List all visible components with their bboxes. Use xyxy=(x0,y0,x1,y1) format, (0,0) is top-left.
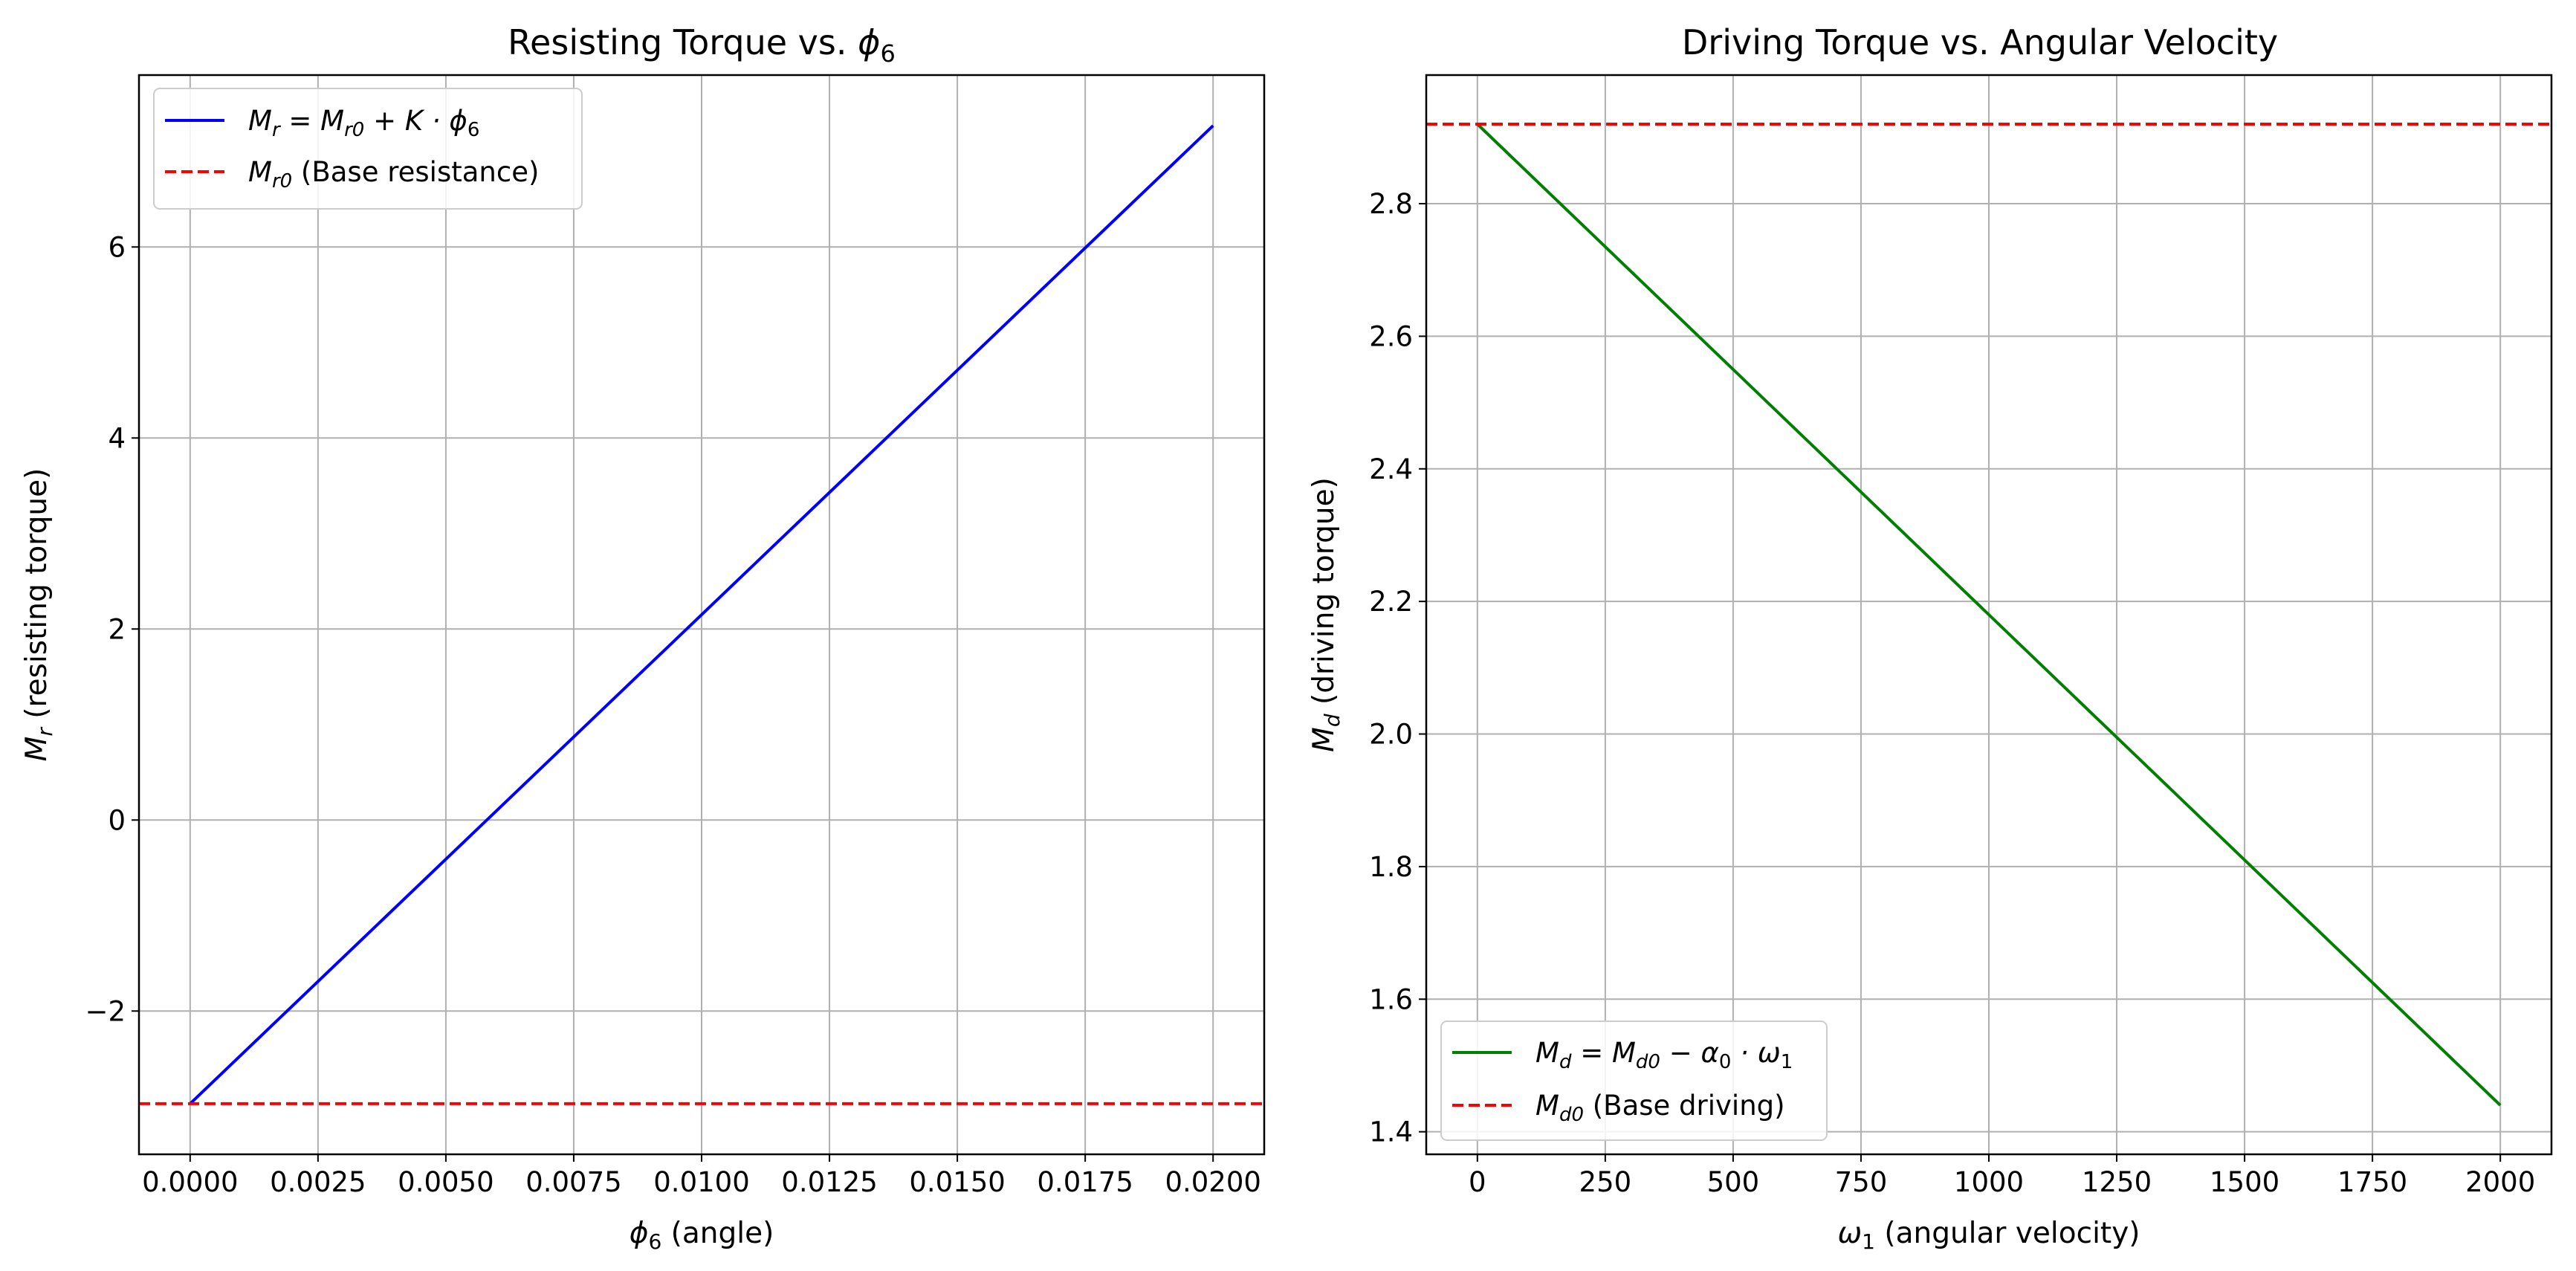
x-tick-label: 250 xyxy=(1579,1166,1632,1198)
y-tick-label: 1.4 xyxy=(1369,1116,1413,1148)
y-tick-label: 2.4 xyxy=(1369,453,1413,485)
plot-frame xyxy=(137,74,1266,1156)
x-tick-label: 500 xyxy=(1707,1166,1760,1198)
y-tick-label: 1.6 xyxy=(1369,983,1413,1015)
y-tick-label: 2.6 xyxy=(1369,320,1413,352)
legend-label-model: Mr = Mr0 + K · ϕ6 xyxy=(248,105,479,141)
model-series-line xyxy=(189,124,1214,1105)
data-lines xyxy=(139,124,1264,1105)
y-tick-label: 2 xyxy=(108,613,126,645)
y-tick-label: 4 xyxy=(108,422,126,454)
x-tick-label: 0.0100 xyxy=(653,1166,749,1198)
legend-label-base: Mr0 (Base resistance) xyxy=(248,156,539,193)
x-tick-label: 0.0150 xyxy=(909,1166,1005,1198)
x-tick-label: 0.0175 xyxy=(1037,1166,1133,1198)
legend: Mr = Mr0 + K · ϕ6 Mr0 (Base resistance) xyxy=(153,88,583,210)
y-tick-label: 6 xyxy=(108,231,126,263)
chart-title: Resisting Torque vs. ϕ6 xyxy=(508,22,896,68)
x-tick-label: 0.0125 xyxy=(781,1166,877,1198)
x-tick-label: 0.0025 xyxy=(270,1166,366,1198)
x-tick-label: 0.0200 xyxy=(1165,1166,1261,1198)
y-axis-label: Mr (resisting torque) xyxy=(20,468,57,762)
x-tick-label: 0.0075 xyxy=(525,1166,621,1198)
axis-ticks: 0.0000 0.0025 0.0050 0.0075 0.0100 0.0125 0.01… xyxy=(85,231,1261,1198)
y-tick-label: 2.8 xyxy=(1369,188,1413,220)
x-axis-label: ω1 (angular velocity) xyxy=(1837,1217,2140,1254)
x-tick-label: 2000 xyxy=(2465,1166,2535,1198)
chart-title: Driving Torque vs. Angular Velocity xyxy=(1682,22,2278,62)
legend: Md = Md0 − α0 · ω1 Md0 (Base driving) xyxy=(1440,1021,1828,1141)
x-tick-label: 1750 xyxy=(2337,1166,2407,1198)
y-tick-label: 2.2 xyxy=(1369,586,1413,618)
axis-ticks: 0 250 500 750 1000 1250 1500 1750 2000 1.4 1.6 1.8 2… xyxy=(1369,188,2535,1198)
x-tick-label: 750 xyxy=(1835,1166,1888,1198)
resisting-torque-chart: Resisting Torque vs. ϕ6 0.0000 0.0025 0.00… xyxy=(20,22,1266,1254)
model-series-line xyxy=(1476,123,2502,1107)
grid xyxy=(1426,75,2551,1154)
y-axis-label: Md (driving torque) xyxy=(1307,477,1344,752)
y-tick-label: 2.0 xyxy=(1369,719,1413,751)
legend-label-model: Md = Md0 − α0 · ω1 xyxy=(1535,1037,1793,1073)
legend-box xyxy=(1440,1021,1828,1141)
y-tick-label: −2 xyxy=(85,995,126,1027)
x-tick-label: 0 xyxy=(1469,1166,1486,1198)
x-tick-label: 1000 xyxy=(1954,1166,2024,1198)
plot-frame xyxy=(1425,74,2553,1156)
legend-box xyxy=(153,88,583,210)
x-tick-label: 1500 xyxy=(2210,1166,2279,1198)
x-axis-label: ϕ6 (angle) xyxy=(630,1217,774,1254)
y-tick-label: 0 xyxy=(108,804,126,836)
x-tick-label: 0.0000 xyxy=(142,1166,238,1198)
data-lines xyxy=(1426,123,2551,1107)
x-tick-label: 0.0050 xyxy=(398,1166,493,1198)
legend-label-base: Md0 (Base driving) xyxy=(1535,1090,1785,1126)
y-tick-label: 1.8 xyxy=(1369,851,1413,883)
driving-torque-chart: Driving Torque vs. Angular Velocity 0 250… xyxy=(1307,22,2553,1254)
x-tick-label: 1250 xyxy=(2082,1166,2152,1198)
